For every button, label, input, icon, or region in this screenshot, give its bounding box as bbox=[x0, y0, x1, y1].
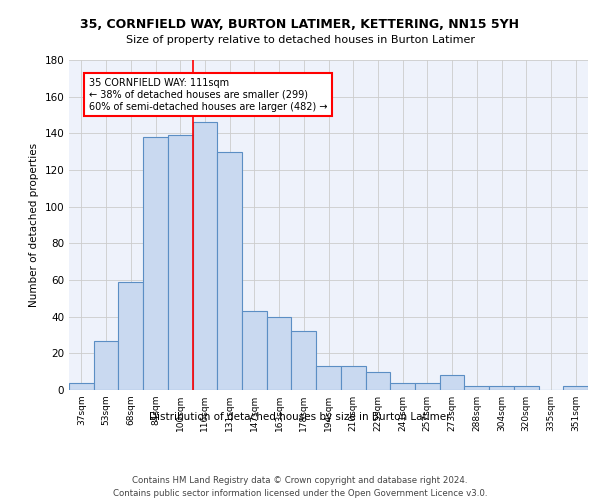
Text: Contains HM Land Registry data © Crown copyright and database right 2024.: Contains HM Land Registry data © Crown c… bbox=[132, 476, 468, 485]
Bar bbox=[440, 376, 464, 390]
Bar bbox=[415, 382, 440, 390]
Bar bbox=[316, 366, 341, 390]
Bar bbox=[390, 382, 415, 390]
Text: 35 CORNFIELD WAY: 111sqm
← 38% of detached houses are smaller (299)
60% of semi-: 35 CORNFIELD WAY: 111sqm ← 38% of detach… bbox=[89, 78, 327, 112]
Bar bbox=[464, 386, 489, 390]
Bar bbox=[242, 311, 267, 390]
Bar bbox=[168, 135, 193, 390]
Bar bbox=[69, 382, 94, 390]
Bar bbox=[563, 386, 588, 390]
Bar bbox=[365, 372, 390, 390]
Bar bbox=[94, 340, 118, 390]
Bar bbox=[118, 282, 143, 390]
Text: Distribution of detached houses by size in Burton Latimer: Distribution of detached houses by size … bbox=[149, 412, 451, 422]
Bar bbox=[292, 332, 316, 390]
Text: Size of property relative to detached houses in Burton Latimer: Size of property relative to detached ho… bbox=[125, 35, 475, 45]
Bar bbox=[514, 386, 539, 390]
Y-axis label: Number of detached properties: Number of detached properties bbox=[29, 143, 39, 307]
Text: Contains public sector information licensed under the Open Government Licence v3: Contains public sector information licen… bbox=[113, 489, 487, 498]
Bar bbox=[217, 152, 242, 390]
Bar bbox=[489, 386, 514, 390]
Text: 35, CORNFIELD WAY, BURTON LATIMER, KETTERING, NN15 5YH: 35, CORNFIELD WAY, BURTON LATIMER, KETTE… bbox=[80, 18, 520, 30]
Bar bbox=[341, 366, 365, 390]
Bar bbox=[143, 137, 168, 390]
Bar bbox=[193, 122, 217, 390]
Bar bbox=[267, 316, 292, 390]
